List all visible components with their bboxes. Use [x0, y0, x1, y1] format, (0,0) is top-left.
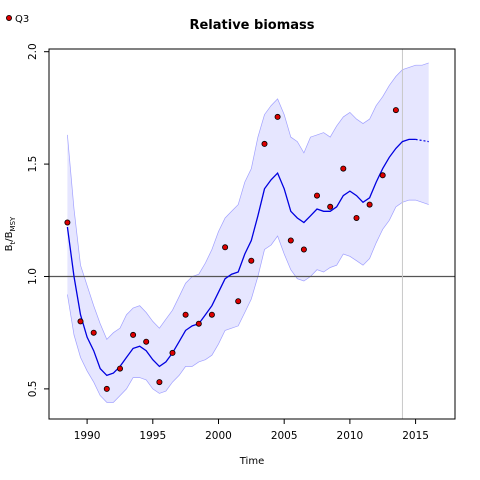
q3-point: [117, 365, 124, 372]
x-axis: 1990 1995 2000 2005 2010 2015: [74, 419, 429, 442]
q3-point: [353, 214, 360, 221]
y-axis: 0.5 1.0 1.5 2.0: [27, 43, 49, 397]
q3-point: [248, 257, 255, 264]
x-tick-label: 2000: [205, 430, 232, 442]
q3-points: [64, 107, 399, 392]
q3-point: [182, 311, 189, 318]
q3-point: [274, 113, 281, 120]
q3-point: [143, 338, 150, 345]
chart-title: Relative biomass: [189, 18, 314, 33]
x-tick-label: 2005: [271, 430, 298, 442]
y-tick-label: 1.0: [27, 268, 39, 285]
x-axis-label: Time: [239, 456, 264, 467]
q3-point: [64, 219, 71, 226]
q3-point: [235, 298, 242, 305]
q3-point: [300, 246, 307, 253]
q3-point: [261, 140, 268, 147]
x-tick-label: 2015: [402, 430, 429, 442]
q3-point: [222, 244, 229, 251]
q3-point: [392, 107, 399, 114]
confidence-band: [67, 62, 429, 403]
ci-upper-line: [67, 62, 429, 341]
y-tick-label: 0.5: [27, 381, 39, 398]
plot-frame: [48, 48, 456, 420]
q3-point: [169, 349, 176, 356]
q3-point: [77, 318, 84, 325]
y-label-sep: /B: [4, 231, 15, 241]
y-label-base: B: [4, 244, 15, 251]
ci-band-fill: [67, 62, 429, 403]
q3-point: [156, 379, 163, 386]
x-tick-label: 1990: [74, 430, 101, 442]
reference-lines: [49, 49, 455, 419]
q3-point: [313, 192, 320, 199]
legend: Q3: [6, 14, 29, 25]
ci-lower-line: [67, 199, 429, 403]
q3-point: [327, 203, 334, 210]
legend-q3-marker: [6, 14, 12, 21]
x-tick-label: 1995: [139, 430, 166, 442]
x-tick-label: 2010: [337, 430, 364, 442]
y-label-sub2: MSY: [9, 216, 17, 231]
q3-point: [379, 172, 386, 179]
q3-point: [287, 237, 294, 244]
q3-point: [195, 320, 202, 327]
legend-q3-label: Q3: [15, 14, 29, 25]
q3-point: [366, 201, 373, 208]
q3-point: [103, 385, 110, 392]
biomass-estimate-line: [66, 138, 416, 377]
biomass-estimate: [66, 138, 429, 377]
q3-point: [90, 329, 97, 336]
y-tick-label: 2.0: [27, 43, 39, 60]
y-tick-label: 1.5: [27, 156, 39, 173]
y-axis-label: Bt/BMSY: [4, 216, 17, 251]
y-label-sub1: t: [9, 241, 17, 244]
q3-point: [208, 311, 215, 318]
q3-point: [340, 165, 347, 172]
q3-point: [130, 331, 137, 338]
